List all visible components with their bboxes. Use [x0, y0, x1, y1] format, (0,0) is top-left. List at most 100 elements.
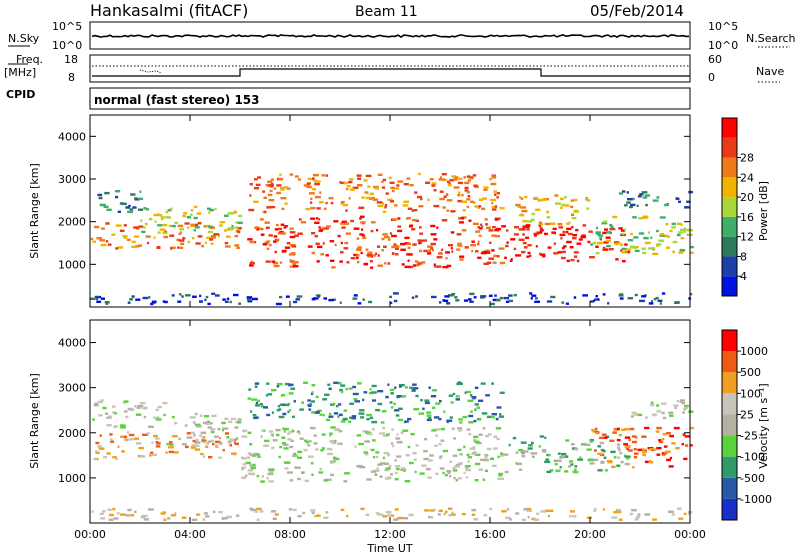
power-cell	[360, 215, 365, 218]
power-cell	[415, 219, 419, 222]
power-cell	[182, 214, 186, 218]
power-cell	[310, 217, 316, 220]
power-cell	[450, 231, 455, 234]
velocity-cell	[617, 464, 620, 467]
velocity-cell	[395, 467, 400, 471]
power-cell	[491, 175, 495, 178]
sky-right-tick-bottom: 10^0	[708, 39, 738, 52]
power-cell	[430, 242, 436, 246]
power-cell	[413, 209, 418, 212]
power-cell	[141, 230, 146, 234]
velocity-cell	[326, 418, 331, 421]
power-cell	[195, 242, 201, 245]
colorbar-tick-label: 1000	[740, 345, 768, 358]
power-cell	[163, 230, 167, 233]
velocity-cell	[251, 398, 258, 401]
power-cell	[620, 249, 623, 252]
velocity-cell	[437, 513, 441, 516]
velocity-cell	[668, 465, 674, 468]
velocity-cell	[165, 451, 168, 454]
power-cell	[270, 182, 274, 186]
power-cell	[546, 216, 551, 219]
velocity-cell	[526, 507, 532, 511]
velocity-cell	[193, 421, 196, 424]
velocity-cell	[433, 416, 440, 419]
velocity-cell	[394, 409, 400, 412]
power-cell	[262, 190, 265, 193]
velocity-cell	[500, 477, 504, 480]
colorbar-tick-label: 16	[740, 211, 754, 224]
velocity-cell	[298, 432, 301, 435]
velocity-cell	[409, 386, 413, 389]
velocity-cell	[623, 443, 629, 446]
power-cell	[105, 240, 109, 243]
velocity-cell	[673, 404, 679, 407]
power-cell	[359, 233, 364, 236]
velocity-cell	[390, 514, 395, 517]
velocity-cell	[266, 413, 271, 417]
velocity-cell	[497, 455, 500, 459]
power-cell	[265, 226, 270, 229]
power-cell	[590, 243, 594, 246]
velocity-cell	[531, 441, 534, 445]
power-cell	[292, 261, 299, 264]
velocity-cell	[129, 438, 134, 441]
velocity-cell	[242, 429, 246, 433]
power-cell	[439, 176, 442, 179]
velocity-cell	[230, 417, 236, 421]
velocity-cell	[640, 448, 647, 451]
power-cell	[367, 251, 373, 254]
velocity-cell	[297, 515, 302, 518]
velocity-cell	[456, 382, 460, 386]
power-cell	[384, 235, 390, 239]
velocity-cell	[681, 401, 686, 405]
power-cell	[306, 185, 312, 189]
power-cell	[464, 246, 469, 249]
velocity-cell	[316, 410, 320, 414]
velocity-cell	[508, 518, 512, 521]
power-cell	[249, 262, 255, 265]
power-cell	[650, 236, 653, 239]
power-cell	[598, 234, 604, 237]
power-cell	[279, 173, 282, 176]
power-cell	[224, 241, 229, 245]
velocity-cell	[412, 383, 417, 386]
velocity-cell	[377, 513, 384, 516]
velocity-cell	[610, 450, 616, 454]
velocity-cell	[452, 469, 458, 472]
velocity-cell	[124, 410, 128, 413]
power-cell	[572, 234, 577, 237]
power-cell	[444, 295, 450, 298]
power-cell	[345, 187, 349, 191]
velocity-cell	[363, 451, 369, 454]
velocity-cell	[287, 438, 292, 441]
velocity-cell	[112, 411, 116, 414]
velocity-cell	[457, 462, 463, 465]
velocity-cell	[218, 510, 223, 514]
power-cell	[609, 223, 613, 227]
velocity-cell	[616, 427, 620, 431]
power-cell	[248, 208, 255, 212]
power-cell	[454, 176, 459, 179]
velocity-cell	[215, 445, 219, 448]
velocity-cell	[182, 443, 187, 446]
power-cell	[535, 196, 538, 199]
power-cell	[365, 248, 369, 251]
power-cell	[414, 260, 418, 263]
power-cell	[546, 300, 553, 303]
velocity-cell	[201, 439, 207, 442]
power-cell	[656, 196, 660, 199]
power-cell	[370, 254, 377, 257]
velocity-cell	[561, 455, 565, 459]
power-y-tick-label: 2000	[58, 216, 86, 229]
velocity-cell	[401, 395, 406, 398]
power-cell	[253, 200, 259, 203]
velocity-cell	[366, 418, 370, 421]
velocity-cell	[224, 432, 229, 435]
power-cell	[272, 261, 279, 265]
power-cell	[534, 297, 538, 300]
velocity-cell	[392, 444, 395, 448]
power-cell	[619, 297, 624, 300]
velocity-cell	[297, 450, 303, 454]
cpid-label: CPID	[6, 88, 35, 101]
